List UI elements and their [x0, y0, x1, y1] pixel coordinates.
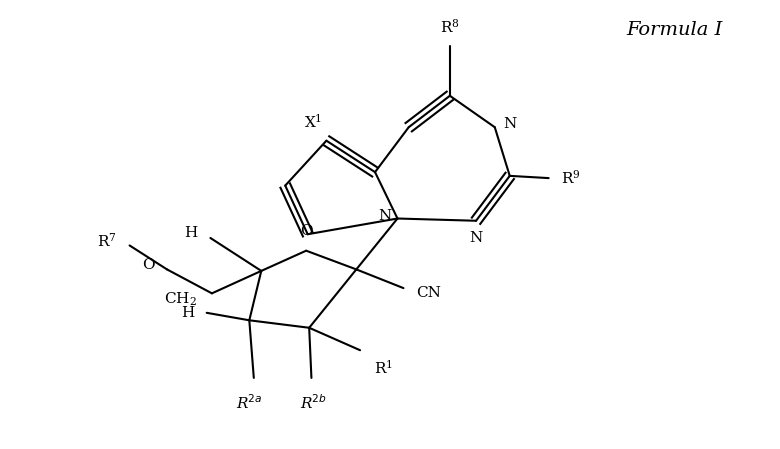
Text: $\mathregular{R^7}$: $\mathregular{R^7}$: [98, 232, 117, 250]
Text: R$^{2b}$: R$^{2b}$: [300, 393, 327, 412]
Text: $\mathregular{CH_2}$: $\mathregular{CH_2}$: [164, 291, 197, 308]
Text: O: O: [143, 258, 155, 272]
Text: CN: CN: [417, 286, 441, 300]
Text: $\mathregular{R^1}$: $\mathregular{R^1}$: [374, 359, 392, 377]
Text: N: N: [378, 208, 392, 223]
Text: $\mathregular{X^1}$: $\mathregular{X^1}$: [303, 112, 322, 130]
Text: Formula I: Formula I: [626, 21, 722, 39]
Text: O: O: [300, 224, 314, 238]
Text: N: N: [504, 117, 517, 131]
Text: R$^{2a}$: R$^{2a}$: [236, 393, 263, 412]
Text: H: H: [183, 226, 197, 241]
Text: N: N: [470, 231, 483, 245]
Text: H: H: [181, 306, 194, 320]
Text: $\mathregular{R^9}$: $\mathregular{R^9}$: [561, 169, 580, 187]
Text: $\mathregular{R^8}$: $\mathregular{R^8}$: [440, 18, 459, 36]
